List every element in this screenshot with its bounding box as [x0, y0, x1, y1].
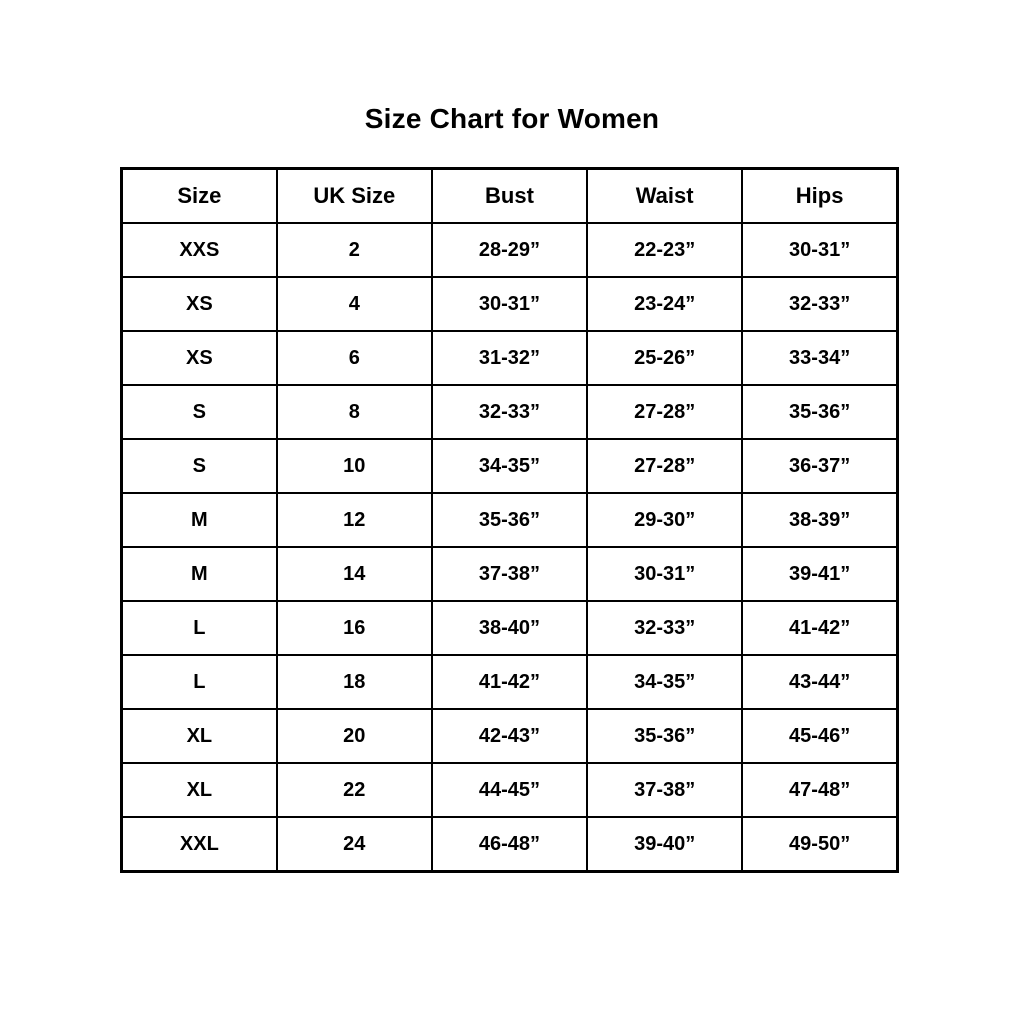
- table-cell: 32-33”: [741, 276, 899, 332]
- table-cell: XS: [120, 330, 278, 386]
- table-row: M 14 37-38” 30-31” 39-41”: [120, 546, 899, 602]
- page-title: Size Chart for Women: [364, 103, 660, 134]
- table-cell: 27-28”: [586, 384, 744, 440]
- table-cell: 35-36”: [741, 384, 899, 440]
- table-row: XL 22 44-45” 37-38” 47-48”: [120, 762, 899, 818]
- table-cell: 23-24”: [586, 276, 744, 332]
- table-cell: 20: [275, 708, 433, 764]
- table-cell: 25-26”: [586, 330, 744, 386]
- table-cell: 45-46”: [741, 708, 899, 764]
- table-header-row: Size UK Size Bust Waist Hips: [120, 167, 899, 224]
- column-header-bust: Bust: [430, 167, 589, 224]
- column-header-waist: Waist: [586, 167, 744, 224]
- table-cell: 16: [275, 600, 433, 656]
- table-cell: XL: [120, 708, 278, 764]
- column-header-uk-size: UK Size: [275, 167, 433, 224]
- table-cell: 41-42”: [430, 654, 589, 710]
- table-cell: XS: [120, 276, 278, 332]
- table-row: S 10 34-35” 27-28” 36-37”: [120, 438, 899, 494]
- table-cell: S: [120, 384, 278, 440]
- table-row: XXL 24 46-48” 39-40” 49-50”: [120, 816, 899, 873]
- table-cell: 37-38”: [430, 546, 589, 602]
- table-cell: 39-40”: [586, 816, 744, 873]
- table-cell: 35-36”: [586, 708, 744, 764]
- table-cell: 4: [275, 276, 433, 332]
- table-cell: 10: [275, 438, 433, 494]
- column-header-hips: Hips: [741, 167, 899, 224]
- table-cell: 41-42”: [741, 600, 899, 656]
- table-row: L 18 41-42” 34-35” 43-44”: [120, 654, 899, 710]
- table-cell: 2: [275, 222, 433, 278]
- table-cell: XL: [120, 762, 278, 818]
- table-cell: 24: [275, 816, 433, 873]
- table-body: XXS 2 28-29” 22-23” 30-31” XS 4 30-31” 23-24” 32-…: [120, 222, 899, 873]
- table-cell: 22: [275, 762, 433, 818]
- table-row: S 8 32-33” 27-28” 35-36”: [120, 384, 899, 440]
- table-header: Size UK Size Bust Waist Hips: [120, 167, 899, 224]
- table-cell: 12: [275, 492, 433, 548]
- table-cell: 22-23”: [586, 222, 744, 278]
- table-cell: 37-38”: [586, 762, 744, 818]
- table-cell: 8: [275, 384, 433, 440]
- table-cell: 47-48”: [741, 762, 899, 818]
- table-cell: L: [120, 654, 278, 710]
- table-cell: 32-33”: [430, 384, 589, 440]
- table-cell: 39-41”: [741, 546, 899, 602]
- table-cell: 38-39”: [741, 492, 899, 548]
- table-cell: XXS: [120, 222, 278, 278]
- table-row: XXS 2 28-29” 22-23” 30-31”: [120, 222, 899, 278]
- table-cell: 34-35”: [430, 438, 589, 494]
- table-cell: 27-28”: [586, 438, 744, 494]
- table-cell: 49-50”: [741, 816, 899, 873]
- table-cell: 32-33”: [586, 600, 744, 656]
- table-cell: 33-34”: [741, 330, 899, 386]
- table-cell: 30-31”: [430, 276, 589, 332]
- table-row: XS 6 31-32” 25-26” 33-34”: [120, 330, 899, 386]
- table-cell: 31-32”: [430, 330, 589, 386]
- table-cell: 28-29”: [430, 222, 589, 278]
- table-cell: 42-43”: [430, 708, 589, 764]
- table-cell: 30-31”: [741, 222, 899, 278]
- table-cell: 38-40”: [430, 600, 589, 656]
- table-cell: L: [120, 600, 278, 656]
- table-cell: M: [120, 492, 278, 548]
- column-header-size: Size: [120, 167, 278, 224]
- table-row: L 16 38-40” 32-33” 41-42”: [120, 600, 899, 656]
- table-cell: 34-35”: [586, 654, 744, 710]
- table-cell: 44-45”: [430, 762, 589, 818]
- table-row: M 12 35-36” 29-30” 38-39”: [120, 492, 899, 548]
- table-cell: S: [120, 438, 278, 494]
- table-row: XL 20 42-43” 35-36” 45-46”: [120, 708, 899, 764]
- table-cell: 46-48”: [430, 816, 589, 873]
- table-cell: 30-31”: [586, 546, 744, 602]
- table-cell: 36-37”: [741, 438, 899, 494]
- table-cell: 29-30”: [586, 492, 744, 548]
- size-chart-table: Size UK Size Bust Waist Hips XXS 2 28-29” 2…: [120, 167, 899, 873]
- table-cell: M: [120, 546, 278, 602]
- table-cell: 14: [275, 546, 433, 602]
- table-cell: 6: [275, 330, 433, 386]
- table-cell: XXL: [120, 816, 278, 873]
- table-cell: 18: [275, 654, 433, 710]
- table-row: XS 4 30-31” 23-24” 32-33”: [120, 276, 899, 332]
- table-cell: 35-36”: [430, 492, 589, 548]
- table-cell: 43-44”: [741, 654, 899, 710]
